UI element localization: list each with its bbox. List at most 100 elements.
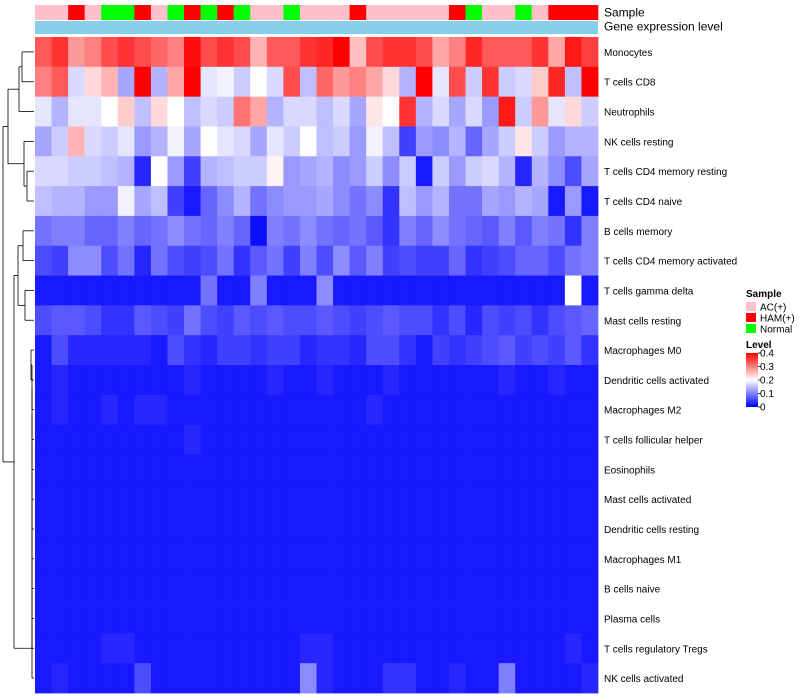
- heatmap-cell: [548, 543, 566, 575]
- heatmap-cell: [581, 215, 599, 247]
- heatmap-cell: [531, 514, 549, 545]
- sample-annotation-cell: [564, 5, 582, 20]
- heatmap-cell: [531, 186, 549, 217]
- row-label: B cells naive: [604, 585, 661, 596]
- heatmap-cell: [283, 543, 301, 575]
- heatmap-cell: [184, 454, 201, 485]
- heatmap-cell: [266, 543, 284, 575]
- heatmap-cell: [117, 126, 135, 157]
- heatmap-cell: [415, 633, 433, 664]
- heatmap-cell: [482, 186, 500, 217]
- sample-annotation-cell: [167, 5, 185, 20]
- heatmap-cell: [515, 663, 533, 694]
- heatmap-cell: [564, 633, 582, 664]
- sample-annotation-cell: [432, 5, 450, 20]
- heatmap-cell: [448, 394, 466, 426]
- heatmap-cell: [482, 514, 500, 545]
- heatmap-cell: [415, 514, 433, 545]
- heatmap-cell: [564, 186, 582, 217]
- heatmap-cell: [68, 335, 86, 366]
- heatmap-cell: [84, 663, 102, 694]
- heatmap-cell: [531, 156, 549, 187]
- sample-annotation-cell: [415, 5, 433, 20]
- heatmap-cell: [498, 394, 516, 426]
- heatmap-cell: [465, 215, 483, 247]
- sample-annotation-cell: [283, 5, 301, 20]
- heatmap-cell: [333, 66, 351, 98]
- heatmap-cell: [101, 394, 119, 426]
- sample-annotation-cell: [299, 5, 317, 20]
- heatmap-cell: [117, 454, 135, 485]
- heatmap-cell: [35, 245, 52, 276]
- heatmap-cell: [51, 365, 69, 396]
- legend-entry-label: Normal: [760, 325, 792, 336]
- heatmap-cell: [101, 454, 119, 485]
- heatmap-cell: [266, 484, 284, 515]
- heatmap-cell: [250, 573, 268, 604]
- heatmap-cell: [399, 365, 417, 396]
- heatmap-cell: [448, 186, 466, 217]
- heatmap-cell: [84, 96, 102, 127]
- heatmap-cell: [250, 484, 268, 515]
- heatmap-cell: [167, 335, 185, 366]
- heatmap-cell: [382, 603, 400, 634]
- heatmap-cell: [515, 215, 533, 247]
- heatmap-cell: [482, 66, 500, 98]
- row-label: T cells CD8: [604, 78, 656, 89]
- heatmap-cell: [333, 454, 351, 485]
- heatmap-cell: [184, 543, 201, 575]
- heatmap-cell: [382, 573, 400, 604]
- heatmap-cell: [515, 454, 533, 485]
- heatmap-cell: [283, 66, 301, 98]
- heatmap-cell: [167, 454, 185, 485]
- heatmap-cell: [101, 37, 119, 68]
- heatmap-cell: [101, 96, 119, 127]
- sample-annotation-cell: [233, 5, 251, 20]
- heatmap-cell: [299, 424, 317, 455]
- heatmap-cell: [531, 37, 549, 68]
- heatmap-cell: [366, 454, 384, 485]
- heatmap-cell: [581, 394, 599, 426]
- heatmap-cell: [217, 543, 235, 575]
- heatmap-cell: [399, 633, 417, 664]
- heatmap-cell: [84, 37, 102, 68]
- heatmap-cell: [415, 365, 433, 396]
- heatmap-cell: [415, 335, 433, 366]
- heatmap-cell: [150, 663, 168, 694]
- heatmap-cell: [200, 454, 218, 485]
- heatmap-cell: [482, 394, 500, 426]
- heatmap-cell: [35, 484, 52, 515]
- heatmap-cell: [448, 156, 466, 187]
- heatmap-cell: [35, 424, 52, 455]
- heatmap-cell: [184, 365, 201, 396]
- sample-annotation-cell: [333, 5, 350, 20]
- heatmap-cell: [101, 573, 119, 604]
- heatmap-cell: [415, 126, 433, 157]
- heatmap-cell: [233, 275, 251, 306]
- heatmap-cell: [515, 484, 533, 515]
- heatmap-cell: [299, 543, 317, 575]
- heatmap-cell: [465, 394, 483, 426]
- heatmap-cell: [531, 543, 549, 575]
- heatmap-cell: [266, 603, 284, 634]
- heatmap-cell: [581, 96, 599, 127]
- heatmap-cell: [482, 37, 500, 68]
- heatmap-cell: [299, 484, 317, 515]
- heatmap-cell: [184, 275, 201, 306]
- row-label: Mast cells activated: [604, 495, 691, 506]
- heatmap-cell: [382, 514, 400, 545]
- heatmap-cell: [581, 424, 599, 455]
- heatmap-cell: [117, 424, 135, 455]
- heatmap-cell: [349, 424, 367, 455]
- heatmap-cell: [117, 484, 135, 515]
- heatmap-cell: [134, 394, 152, 426]
- heatmap-cell: [167, 424, 185, 455]
- heatmap-cell: [35, 156, 52, 187]
- heatmap-cell: [217, 126, 235, 157]
- heatmap-cell: [349, 156, 367, 187]
- heatmap-cell: [465, 543, 483, 575]
- heatmap-cell: [200, 186, 218, 217]
- heatmap-cell: [415, 603, 433, 634]
- heatmap-cell: [299, 633, 317, 664]
- heatmap-cell: [233, 603, 251, 634]
